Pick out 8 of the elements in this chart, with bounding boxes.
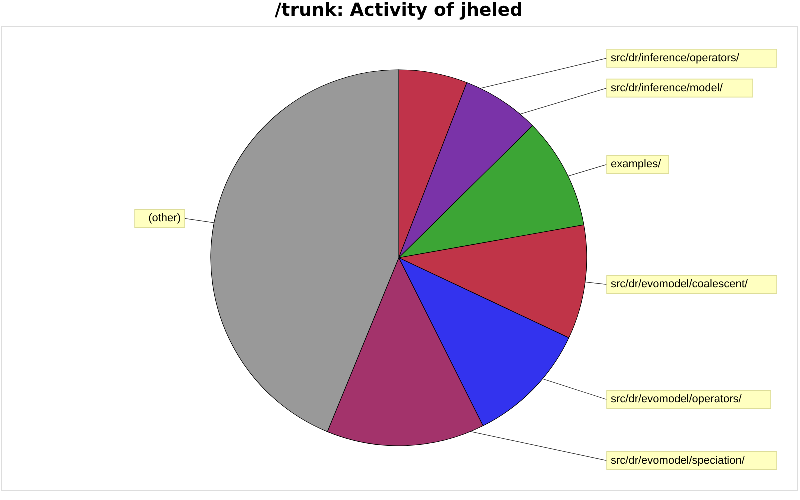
slice-label: src/dr/evomodel/speciation/ bbox=[611, 454, 746, 467]
chart-title: /trunk: Activity of jheled bbox=[275, 0, 523, 21]
slice-label: src/dr/inference/operators/ bbox=[611, 52, 740, 64]
slice-label: src/dr/evomodel/coalescent/ bbox=[611, 278, 749, 291]
slice-label: (other) bbox=[148, 212, 181, 225]
slice-label: src/dr/evomodel/operators/ bbox=[611, 394, 743, 406]
slice-label: examples/ bbox=[611, 158, 662, 171]
slice-label: src/dr/inference/model/ bbox=[611, 82, 724, 94]
